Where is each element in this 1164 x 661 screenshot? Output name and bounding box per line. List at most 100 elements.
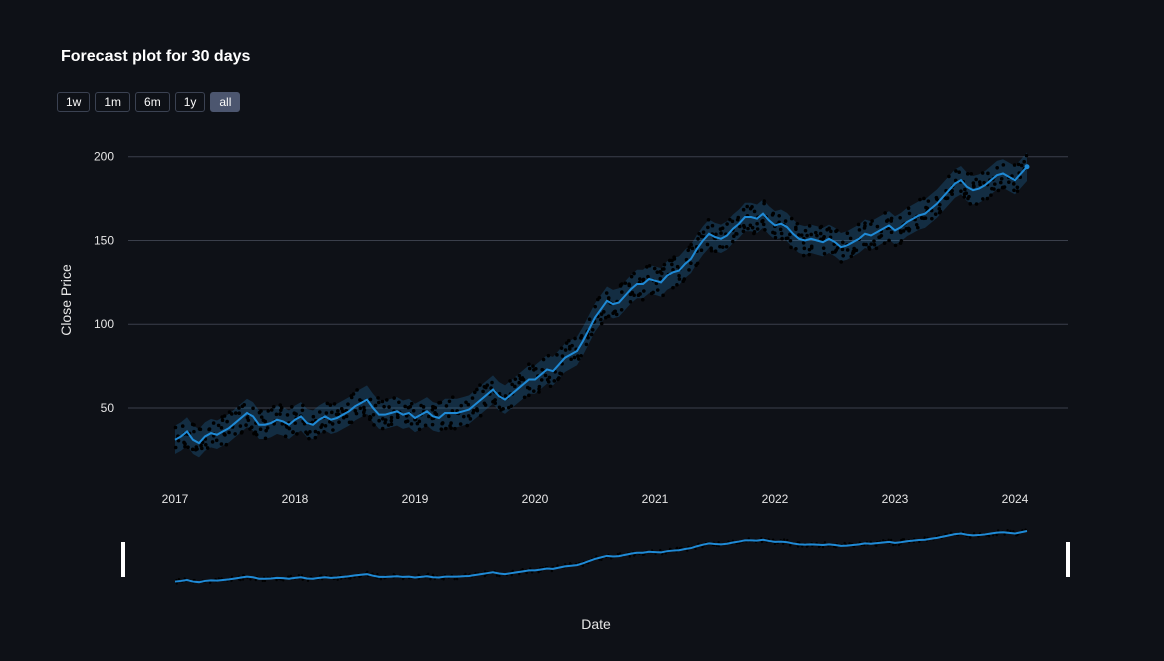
range-slider-right-handle[interactable] <box>1066 542 1070 577</box>
observed-point <box>489 386 493 390</box>
observed-point <box>372 423 376 427</box>
mini-observed-point <box>686 549 689 552</box>
observed-point <box>878 235 882 239</box>
observed-point <box>872 239 876 243</box>
observed-point <box>251 406 255 411</box>
observed-point <box>914 222 919 227</box>
observed-point <box>799 233 804 237</box>
observed-point <box>845 248 850 252</box>
range-1y-button[interactable]: 1y <box>174 92 206 112</box>
observed-point <box>210 440 215 444</box>
observed-point <box>687 245 692 250</box>
observed-point <box>569 357 573 362</box>
observed-point <box>918 197 922 202</box>
observed-point <box>397 400 401 405</box>
range-selector: 1w 1m 6m 1y all <box>57 92 241 112</box>
observed-point <box>840 240 845 245</box>
observed-point <box>458 422 463 426</box>
observed-point <box>193 448 198 452</box>
observed-point <box>330 422 335 426</box>
observed-point <box>387 405 391 409</box>
observed-point <box>242 403 247 407</box>
observed-point <box>974 202 979 206</box>
observed-point <box>278 403 283 407</box>
observed-point <box>874 246 879 251</box>
mini-observed-point <box>483 570 487 573</box>
mini-observed-point <box>263 579 267 583</box>
observed-point <box>840 247 845 252</box>
observed-point <box>677 273 681 278</box>
observed-point <box>1012 163 1017 167</box>
observed-point <box>788 232 792 237</box>
observed-point <box>809 232 814 237</box>
observed-point <box>478 383 482 387</box>
range-6m-button[interactable]: 6m <box>135 92 170 112</box>
observed-point <box>461 414 466 419</box>
observed-point <box>710 223 715 228</box>
observed-point <box>699 248 704 253</box>
mini-observed-point <box>417 573 420 577</box>
observed-point <box>531 389 536 393</box>
observed-point <box>447 414 451 419</box>
observed-point <box>527 386 532 391</box>
range-all-button[interactable]: all <box>210 92 241 112</box>
observed-point <box>382 404 386 409</box>
observed-point <box>906 206 911 211</box>
observed-point <box>901 229 906 233</box>
observed-point <box>695 261 700 266</box>
observed-point <box>738 224 742 229</box>
mini-forecast-line <box>174 530 1028 584</box>
mini-observed-point <box>660 552 664 556</box>
observed-point <box>351 392 356 396</box>
observed-point <box>380 416 385 421</box>
observed-point <box>513 384 517 389</box>
range-slider-left-handle[interactable] <box>121 542 125 577</box>
mini-observed-point <box>923 536 926 539</box>
observed-point <box>579 333 584 338</box>
observed-point <box>599 317 603 322</box>
observed-point <box>889 216 894 221</box>
observed-point <box>667 258 672 263</box>
observed-point <box>490 380 494 385</box>
mini-observed-point <box>789 544 792 547</box>
observed-point <box>308 429 312 434</box>
observed-point <box>432 405 436 410</box>
mini-observed-point <box>183 577 186 580</box>
observed-point <box>547 375 552 380</box>
observed-point <box>541 357 546 362</box>
observed-point <box>517 380 521 385</box>
observed-point <box>586 335 590 340</box>
observed-point <box>863 221 867 225</box>
observed-point <box>746 226 750 231</box>
observed-point <box>1022 159 1026 164</box>
mini-observed-point <box>821 545 825 549</box>
mini-observed-point <box>379 577 383 581</box>
observed-point <box>244 423 248 427</box>
observed-point <box>969 171 974 176</box>
observed-points <box>173 153 1029 452</box>
mini-observed-point <box>782 538 786 541</box>
observed-point <box>965 172 970 176</box>
observed-point <box>430 422 435 427</box>
observed-point <box>589 332 594 337</box>
observed-point <box>661 293 665 298</box>
observed-point <box>646 274 650 279</box>
mini-observed-point <box>600 558 603 562</box>
observed-point <box>238 424 243 428</box>
observed-point <box>807 252 812 257</box>
observed-point <box>662 267 666 271</box>
observed-point <box>305 432 310 436</box>
observed-point <box>999 176 1004 181</box>
range-1w-button[interactable]: 1w <box>57 92 91 112</box>
observed-point <box>207 427 211 432</box>
observed-point <box>690 246 695 251</box>
observed-point <box>867 247 872 251</box>
observed-point <box>564 341 569 345</box>
range-1m-button[interactable]: 1m <box>95 92 131 112</box>
observed-point <box>362 408 367 412</box>
observed-point <box>773 235 778 240</box>
observed-point <box>924 205 928 210</box>
observed-point <box>730 219 735 224</box>
observed-point <box>642 289 646 293</box>
